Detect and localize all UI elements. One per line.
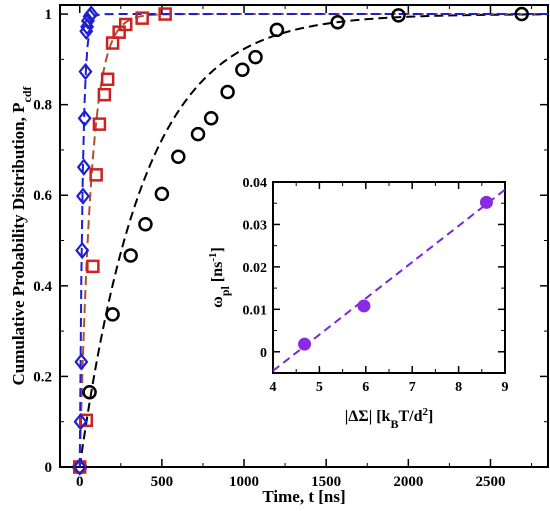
y-axis-title-main: Cumulative Probability Distribution, P [9, 102, 28, 385]
inset-data-point [357, 299, 371, 313]
fit-curve-series-0 [78, 13, 549, 468]
inset-x-tick-label: 6 [362, 380, 369, 395]
y-tick-label: 0 [45, 460, 53, 476]
inset-x-axis-title: |ΔΣ| [kBT/d2] [345, 406, 434, 431]
x-tick-label: 1000 [229, 474, 259, 490]
data-point-diamond [73, 412, 88, 431]
data-point-circle [514, 6, 529, 22]
x-tick-label: 500 [151, 474, 174, 490]
data-point-circle [391, 8, 406, 23]
inset-data-point [298, 337, 312, 351]
data-point-circle [105, 307, 120, 322]
inset-y-tick-label: 0 [260, 346, 267, 361]
data-point-circle [138, 216, 153, 232]
inset-frame [272, 181, 506, 374]
y-tick-label: 0.4 [33, 279, 52, 295]
inset-plot: 4 5 6 7 8 900.010.020.030.04|ΔΣ| [kBT/d2]ωpl … [207, 176, 509, 431]
fit-curve-series-2 [78, 13, 548, 468]
data-point-circle [190, 126, 206, 142]
data-point-circle [269, 22, 285, 38]
y-tick-label: 0.6 [33, 188, 52, 204]
inset-x-axis-title-rest: T/d [398, 408, 422, 425]
data-point-diamond [76, 158, 91, 176]
data-point-circle [123, 248, 138, 263]
x-tick-label: 1500 [311, 474, 341, 490]
inset-y-axis-title-sub: pl [218, 285, 232, 296]
y-axis-title: Cumulative Probability Distribution, Pcd… [9, 85, 34, 385]
inset-y-tick-label: 0.03 [243, 218, 268, 233]
data-point-square [100, 72, 115, 87]
data-point-square [118, 17, 133, 32]
inset-x-tick-label: 5 [316, 380, 323, 395]
y-tick-label: 0.2 [33, 369, 52, 385]
inset-x-tick-label: 8 [455, 380, 462, 395]
y-tick-label: 1 [45, 7, 53, 23]
data-point-square [135, 11, 149, 25]
inset-data-point [479, 195, 493, 209]
data-point-diamond [74, 353, 89, 371]
data-point-square [105, 36, 120, 50]
inset-y-axis-title-end: ] [209, 247, 226, 252]
data-point-square [79, 413, 94, 428]
inset-x-axis-title-main: |ΔΣ| [k [345, 408, 391, 425]
data-point-circle [330, 14, 345, 30]
data-point-circle [248, 49, 263, 65]
data-point-square [97, 87, 112, 102]
data-point-diamond [75, 187, 91, 205]
y-tick-label: 0.8 [33, 98, 52, 114]
inset-y-axis-title-sup: -1 [207, 252, 219, 261]
data-point-square [89, 168, 103, 182]
main-plot: 0 500 1000 1500 2000 2500 0 0.2 0.4 0.6 0.8 1 Time, … [9, 4, 549, 506]
inset-y-tick-label: 0.04 [243, 176, 268, 191]
x-tick-label: 0 [76, 474, 84, 490]
inset-x-axis-title-sup: 2 [422, 406, 428, 418]
x-tick-label: 2000 [393, 474, 423, 490]
data-point-diamond [80, 12, 95, 30]
x-axis-title: Time, t [ns] [262, 487, 345, 506]
inset-x-axis-title-end: ] [428, 408, 433, 425]
data-point-circle [203, 110, 219, 126]
data-point-diamond [72, 458, 87, 476]
data-point-diamond [84, 5, 99, 23]
data-point-diamond [75, 241, 90, 260]
data-point-square [92, 117, 107, 131]
data-point-circle [235, 62, 250, 78]
inset-y-axis-title-main: ω [209, 296, 226, 308]
main-plot-frame [59, 4, 549, 468]
data-point-square [158, 7, 172, 21]
inset-y-tick-label: 0.01 [243, 303, 268, 318]
inset-y-axis-title: ωpl [ns-1] [207, 247, 232, 308]
x-tick-label: 2500 [475, 474, 505, 490]
data-point-diamond [78, 62, 93, 81]
y-axis-title-sub: cdf [20, 85, 34, 102]
inset-y-axis-title-rest: [ns [209, 262, 226, 286]
inset-x-tick-label: 9 [502, 380, 509, 395]
inset-x-axis-title-sub: B [390, 417, 398, 431]
data-point-circle [82, 385, 97, 400]
data-point-circle [154, 186, 170, 202]
inset-fit-line [272, 188, 506, 372]
data-point-circle [220, 84, 235, 100]
inset-x-tick-label: 7 [409, 380, 416, 395]
inset-y-tick-label: 0.02 [243, 261, 268, 276]
inset-x-tick-label: 4 [270, 380, 277, 395]
data-point-circle [171, 149, 186, 164]
data-point-diamond [77, 109, 92, 127]
data-point-square [86, 259, 100, 274]
